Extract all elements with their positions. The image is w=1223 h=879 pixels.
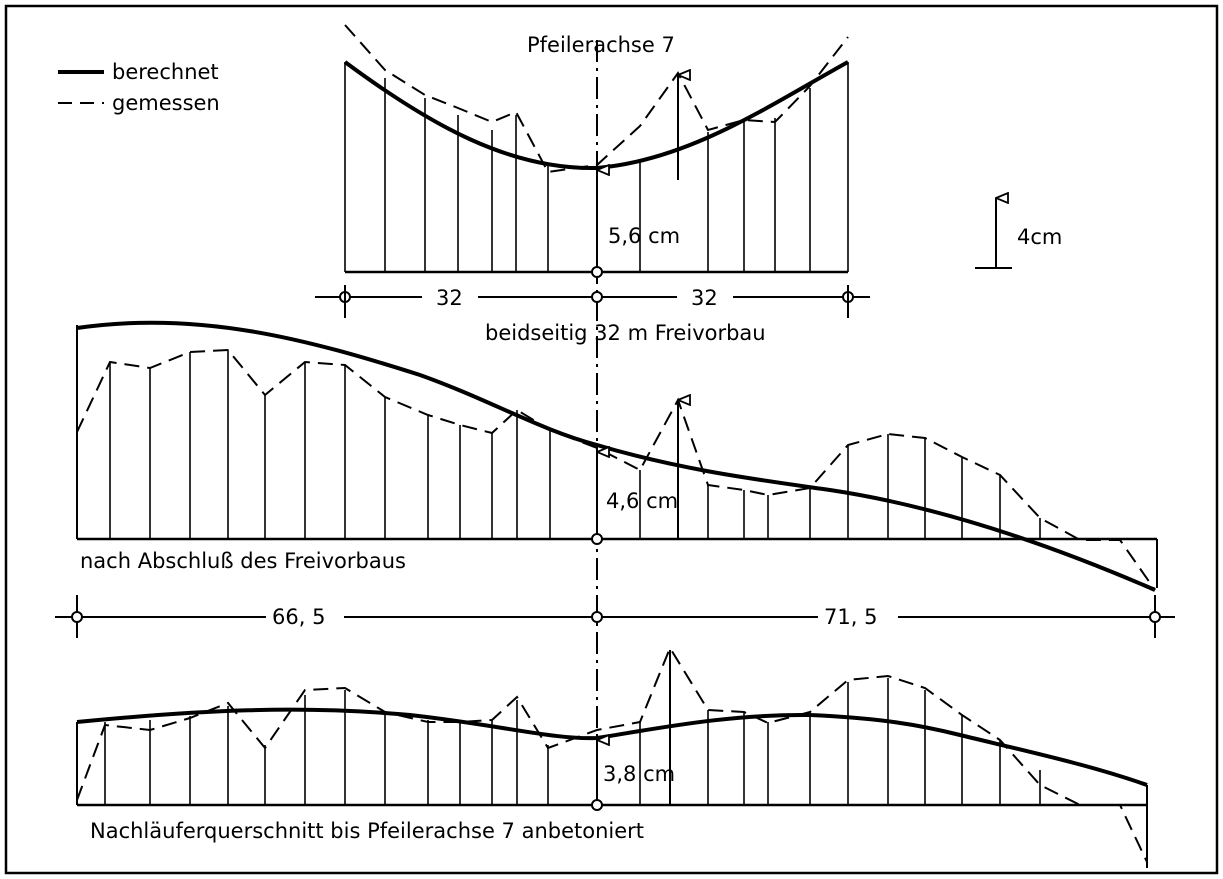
panel-bottom: 3,8 cm Nachläuferquerschnitt bis Pfeiler… (76, 645, 1148, 868)
figure-frame (4, 4, 1219, 875)
panel-bottom-ordinates (104, 678, 1041, 805)
panel-bottom-center-value: 3,8 cm (603, 762, 675, 786)
legend-calculated-label: berechnet (112, 60, 219, 84)
panel-middle-calculated-curve (76, 320, 1156, 592)
panel-middle-support-left (71, 611, 83, 623)
panel-bottom-calculated-curve (76, 707, 1148, 787)
panel-middle-center-value: 4,6 cm (606, 489, 678, 513)
panel-middle-support-center (591, 611, 603, 623)
legend: berechnet gemessen (58, 60, 220, 115)
panel-bottom-caption: Nachläuferquerschnitt bis Pfeilerachse 7… (90, 819, 644, 843)
panel-top-ordinates (344, 62, 849, 272)
legend-measured-label: gemessen (112, 91, 220, 115)
scale-label: 4cm (1017, 225, 1062, 249)
scale-indicator: 4cm (975, 198, 1062, 269)
panel-top-span-right: 32 (691, 286, 718, 310)
panel-middle-support-right (1149, 611, 1161, 623)
panel-middle-span-right: 71, 5 (824, 605, 877, 629)
panel-bottom-measured-curve (76, 645, 1148, 863)
panel-top-support-center (591, 291, 603, 303)
panel-top: 5,6 cm 32 32 beidseitig 32 m Freivorbau (315, 24, 870, 345)
panel-top-span-left: 32 (436, 286, 463, 310)
panel-top-center-value: 5,6 cm (608, 224, 680, 248)
panel-middle-ordinates (109, 350, 1041, 539)
panel-top-caption: beidseitig 32 m Freivorbau (485, 321, 766, 345)
panel-middle-span-left: 66, 5 (272, 605, 325, 629)
panel-middle-caption: nach Abschluß des Freivorbaus (80, 549, 406, 573)
pier-axis-label: Pfeilerachse 7 (527, 33, 675, 57)
panel-middle: 4,6 cm nach Abschluß des Freivorbaus 66,… (55, 320, 1175, 638)
